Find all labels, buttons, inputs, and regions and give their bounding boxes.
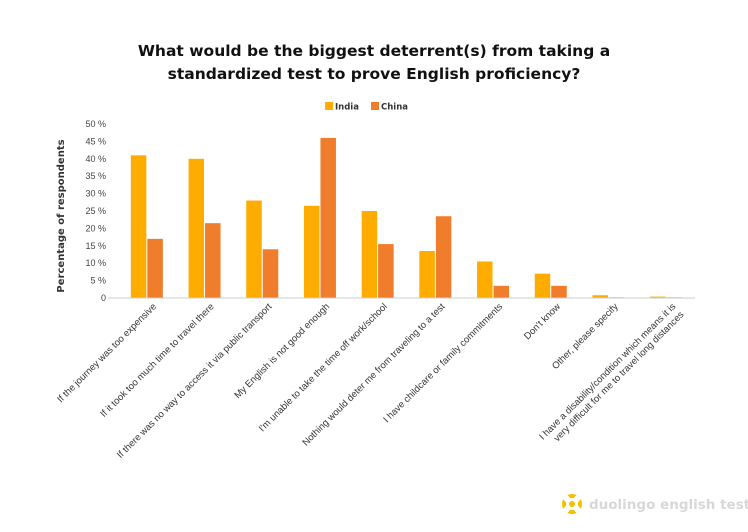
brand-text: duolingo english test [589, 497, 748, 513]
y-tick-label: 15 % [85, 241, 106, 251]
y-tick-label: 20 % [85, 223, 106, 233]
bar-china [263, 249, 279, 298]
bar-india [535, 274, 551, 298]
legend-label-india: India [335, 103, 359, 113]
y-tick-label: 0 [101, 293, 106, 303]
bar-india [362, 211, 378, 298]
y-axis-ticks: 0 5 % 10 % 15 % 20 % 25 % 30 % 35 % 40 % 45 % 50 % [85, 119, 106, 303]
y-tick-label: 35 % [85, 171, 106, 181]
duolingo-logo-icon [561, 493, 584, 516]
chart-title-line-2: standardized test to prove English profi… [168, 65, 581, 83]
y-tick-label: 30 % [85, 189, 106, 199]
legend-label-china: China [381, 103, 408, 113]
y-axis-label: Percentage of respondents [56, 139, 67, 292]
x-tick-label: My English is not good enough [232, 301, 332, 401]
x-tick-label: I have a disability/condition which mean… [537, 301, 686, 450]
y-tick-label: 45 % [85, 136, 106, 146]
bar-india [189, 159, 205, 298]
x-tick-label: If the journey was too expensive [55, 301, 159, 405]
x-tick-label: Don't know [522, 301, 563, 342]
bar-china [494, 286, 510, 298]
chart-title-line-1: What would be the biggest deterrent(s) f… [138, 42, 610, 60]
bar-china [320, 138, 336, 298]
bar-india [419, 251, 435, 298]
bar-china [436, 216, 452, 298]
legend: India China [325, 102, 408, 113]
bar-india [304, 206, 320, 298]
bar-china [551, 286, 567, 298]
x-tick-label: I have childcare or family commitments [381, 301, 505, 425]
bar-india [246, 201, 262, 298]
bar-india [131, 155, 147, 298]
x-tick-label: If it took too much time to travel there [98, 301, 216, 419]
y-tick-label: 5 % [90, 276, 106, 286]
legend-swatch-china [371, 102, 379, 110]
bar-china [378, 244, 394, 298]
bar-china [147, 239, 163, 298]
bars [131, 138, 682, 298]
y-tick-label: 10 % [85, 258, 106, 268]
legend-swatch-india [325, 102, 333, 110]
y-tick-label: 40 % [85, 154, 106, 164]
x-tick-label: I'm unable to take the time off work/sch… [257, 301, 390, 434]
bar-india [477, 261, 493, 298]
y-tick-label: 50 % [85, 119, 106, 129]
y-tick-label: 25 % [85, 206, 106, 216]
bar-china [205, 223, 221, 298]
brand-logo: duolingo english test [561, 493, 748, 516]
